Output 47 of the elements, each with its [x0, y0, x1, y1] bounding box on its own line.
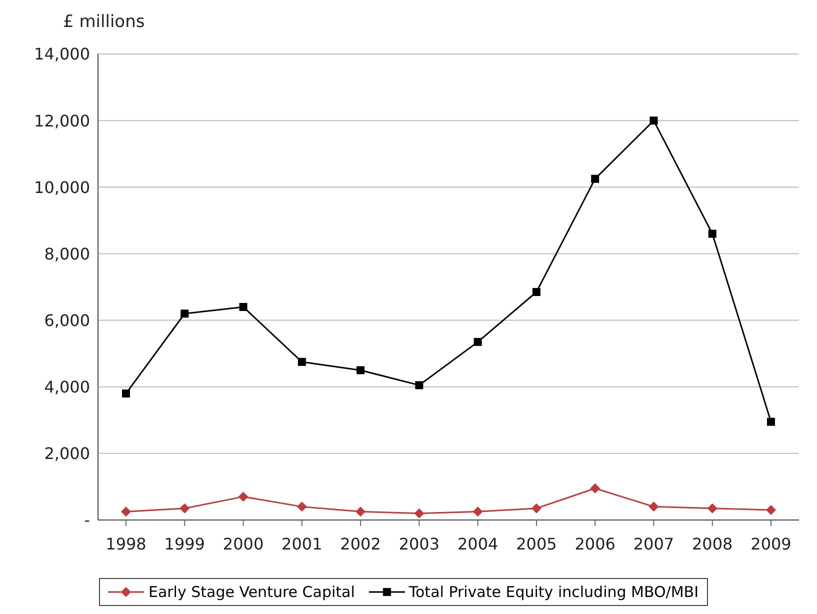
x-tick-label: 2001: [282, 534, 322, 554]
y-tick-label: 12,000: [34, 111, 90, 130]
point: [766, 505, 776, 516]
x-tick-label: 2003: [398, 534, 440, 554]
point: [650, 116, 658, 125]
legend-label: Total Private Equity including MBO/MBI: [408, 583, 699, 601]
point: [648, 502, 659, 512]
point: [531, 503, 542, 514]
y-tick-label: 8,000: [44, 244, 90, 264]
x-tick-label: 2004: [457, 534, 498, 554]
x-tick-label: 2000: [222, 534, 264, 554]
point: [356, 506, 366, 517]
point: [474, 338, 482, 346]
y-tick-label: 4,000: [44, 378, 90, 397]
y-axis-title: £ millions: [63, 12, 145, 32]
x-tick-label: 2008: [692, 534, 733, 554]
y-tick-label: -: [84, 510, 90, 530]
point: [180, 503, 190, 514]
x-tick-label: 2006: [574, 534, 616, 554]
point: [590, 483, 600, 494]
point: [239, 302, 248, 311]
point: [298, 358, 306, 366]
y-tick-label: 2,000: [44, 444, 90, 464]
point: [122, 390, 130, 398]
point: [767, 418, 775, 426]
point: [708, 230, 716, 238]
x-tick-label: 2009: [750, 534, 792, 554]
x-tick-label: 1998: [106, 534, 146, 554]
point: [121, 506, 131, 517]
point: [532, 288, 540, 296]
point: [707, 503, 718, 514]
point: [415, 381, 424, 390]
legend-label: Early Stage Venture Capital: [147, 583, 355, 601]
point: [414, 508, 424, 518]
x-tick-label: 2007: [633, 534, 674, 554]
point: [296, 502, 307, 512]
x-tick-label: 2002: [340, 534, 381, 554]
point: [238, 492, 248, 502]
point: [591, 174, 600, 183]
x-tick-label: 2005: [516, 534, 557, 554]
point: [356, 366, 365, 374]
y-tick-label: 14,000: [34, 44, 90, 64]
x-tick-label: 1999: [164, 534, 205, 554]
y-tick-label: 10,000: [34, 178, 90, 197]
y-tick-label: 6,000: [44, 310, 90, 330]
point: [180, 310, 189, 318]
point: [472, 506, 483, 517]
